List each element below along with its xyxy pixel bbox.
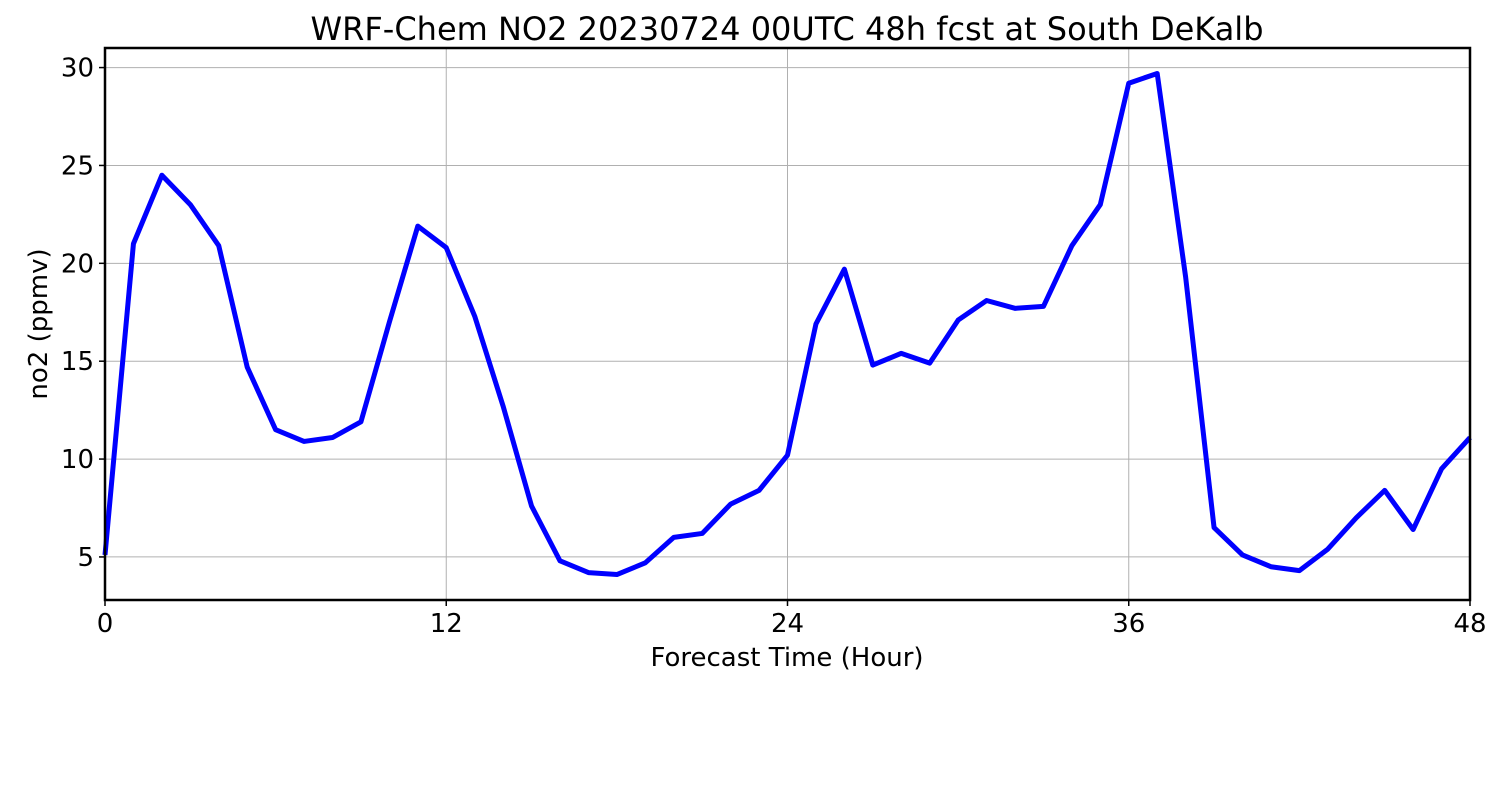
y-axis-label: no2 (ppmv) xyxy=(24,248,54,399)
no2-series-line xyxy=(102,70,1472,578)
y-tick-label: 25 xyxy=(61,151,94,181)
y-tick-label: 5 xyxy=(77,543,94,573)
chart-title: WRF-Chem NO2 20230724 00UTC 48h fcst at … xyxy=(311,10,1264,48)
y-tick-label: 15 xyxy=(61,347,94,377)
x-tick-label: 48 xyxy=(1453,609,1486,639)
x-tick-label: 12 xyxy=(430,609,463,639)
y-tick-label: 10 xyxy=(61,445,94,475)
x-tick-label: 36 xyxy=(1112,609,1145,639)
grid xyxy=(104,48,1471,600)
x-axis-label: Forecast Time (Hour) xyxy=(650,643,923,673)
x-tick-label: 24 xyxy=(771,609,804,639)
series-layer xyxy=(102,70,1472,578)
x-tick-label: 0 xyxy=(97,609,114,639)
axis-ticks: 0 12 24 36 48 5 10 15 20 25 30 xyxy=(61,54,1487,639)
y-tick-label: 30 xyxy=(61,54,94,84)
y-tick-label: 20 xyxy=(61,249,94,279)
